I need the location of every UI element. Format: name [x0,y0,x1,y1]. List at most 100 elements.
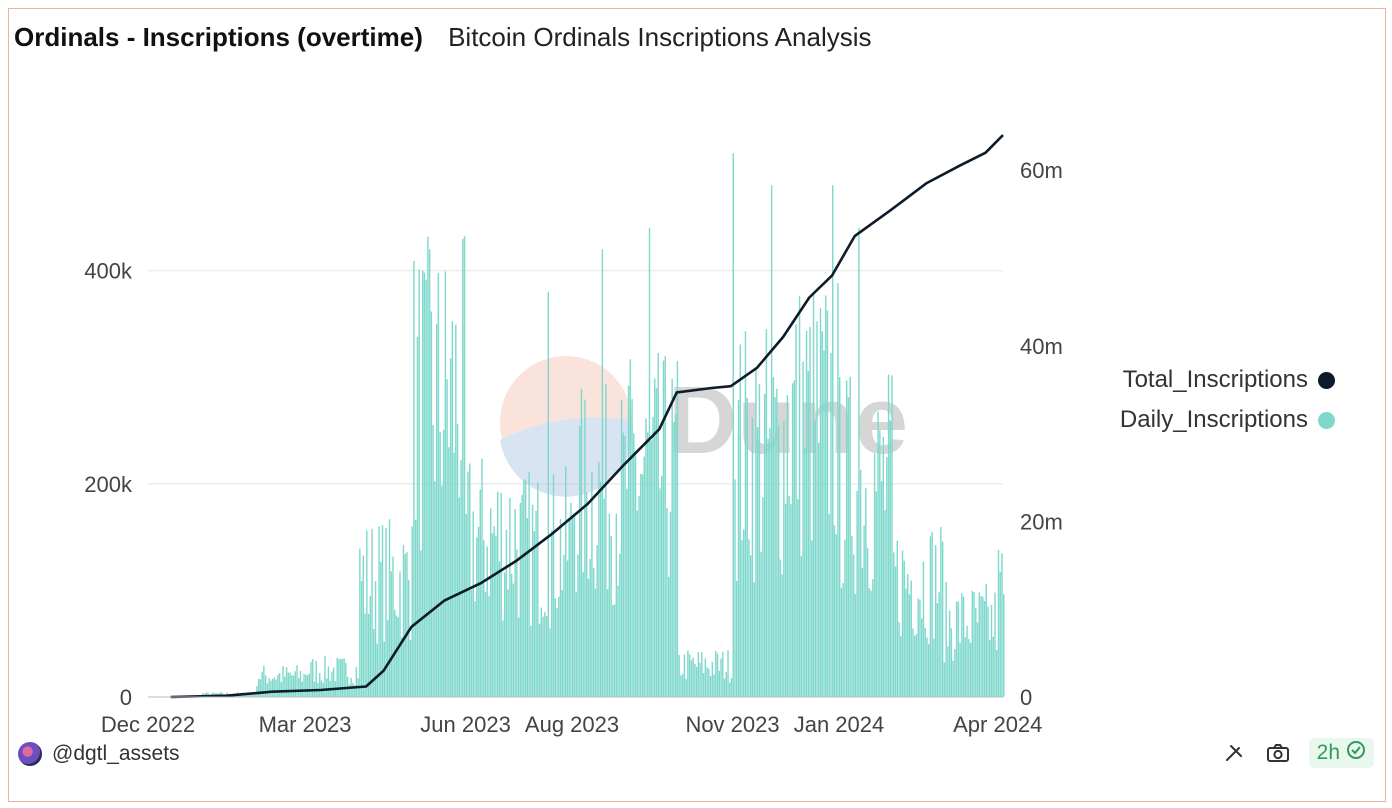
daily-bar [331,671,333,697]
daily-bar [305,674,307,697]
daily-bar [587,578,590,697]
daily-bar [306,675,309,697]
daily-bar [749,555,752,697]
daily-bar [355,666,358,697]
daily-bar [542,616,544,697]
daily-bar [428,249,431,697]
daily-bar [552,474,555,697]
daily-bar [479,489,481,697]
daily-bar [821,331,823,697]
daily-bar [610,535,612,697]
daily-bar [791,383,794,697]
daily-bar [926,637,928,697]
daily-bar [776,388,778,697]
camera-icon[interactable] [1265,740,1291,766]
daily-bar [1001,553,1003,697]
daily-bar [683,654,686,697]
daily-bar [407,579,410,697]
daily-bar [715,650,717,697]
y-left-tick-label: 0 [120,685,132,710]
daily-bar [533,531,536,697]
daily-bar [477,527,480,697]
refresh-badge[interactable]: 2h [1308,738,1374,768]
daily-bar [537,482,539,697]
daily-bar [493,526,495,697]
daily-bar [348,684,351,697]
daily-bar [664,356,666,697]
daily-bar [413,260,415,697]
daily-bar [947,646,949,697]
daily-bar [774,397,776,697]
daily-bar [259,679,262,697]
y-right-tick-label: 0 [1020,685,1032,710]
daily-bar [828,514,830,697]
daily-bar [685,678,687,697]
author-link[interactable]: @dgtl_assets [18,742,180,766]
daily-bar [673,421,675,697]
daily-bar [968,638,970,697]
daily-bar [945,581,947,697]
y-left-tick-label: 400k [84,259,133,284]
daily-bar [592,567,595,697]
daily-bar [561,589,563,697]
daily-bar [964,637,967,697]
daily-bar [638,496,640,697]
daily-bar [650,440,652,697]
daily-bar [444,271,447,697]
daily-bar [380,562,382,697]
legend-item-daily[interactable]: Daily_Inscriptions [1095,400,1335,440]
daily-bar [516,549,518,697]
daily-bar [800,556,803,697]
daily-bar [910,580,912,697]
daily-bar [661,476,663,697]
daily-bar [421,270,424,697]
daily-bar [465,513,467,697]
daily-bar [538,623,541,697]
legend-dot-total [1318,371,1335,389]
daily-bar [432,424,434,697]
y-right-tick-label: 60m [1020,158,1063,183]
daily-bar [753,582,755,697]
daily-bar [296,665,298,697]
daily-bar [205,692,208,697]
daily-bar [807,371,809,697]
embed-icon[interactable] [1221,740,1247,766]
daily-bar [732,153,734,698]
daily-bar [458,497,461,697]
daily-bar [517,617,520,697]
daily-bar [589,559,591,697]
daily-bar [652,416,654,697]
daily-bar [718,670,721,697]
daily-bar [245,694,248,697]
daily-bar [577,554,579,697]
daily-bar [472,511,474,697]
daily-bar [519,502,522,697]
daily-bar [627,385,630,697]
daily-bar [777,425,780,697]
daily-bar [373,628,375,697]
daily-bar [404,553,406,697]
daily-bar [678,654,680,697]
x-tick-label: Mar 2023 [259,712,352,737]
daily-bar [385,528,387,697]
daily-bar [427,236,429,697]
daily-bar [823,350,825,697]
daily-bar [669,511,672,697]
daily-bar [402,544,405,697]
daily-bar [352,682,354,697]
daily-bar [319,673,321,697]
daily-bar [599,481,602,697]
daily-bar [720,658,722,697]
daily-bar [277,674,279,697]
legend-item-total[interactable]: Total_Inscriptions [1095,360,1335,400]
daily-bar [474,601,476,697]
daily-bar [783,421,785,697]
daily-bar [243,695,246,697]
daily-bar [544,612,546,697]
daily-bar [256,686,258,697]
daily-bar [868,588,871,697]
daily-bar [531,504,534,697]
daily-bar [809,326,811,697]
daily-bar [502,620,504,697]
daily-bar [619,553,621,697]
